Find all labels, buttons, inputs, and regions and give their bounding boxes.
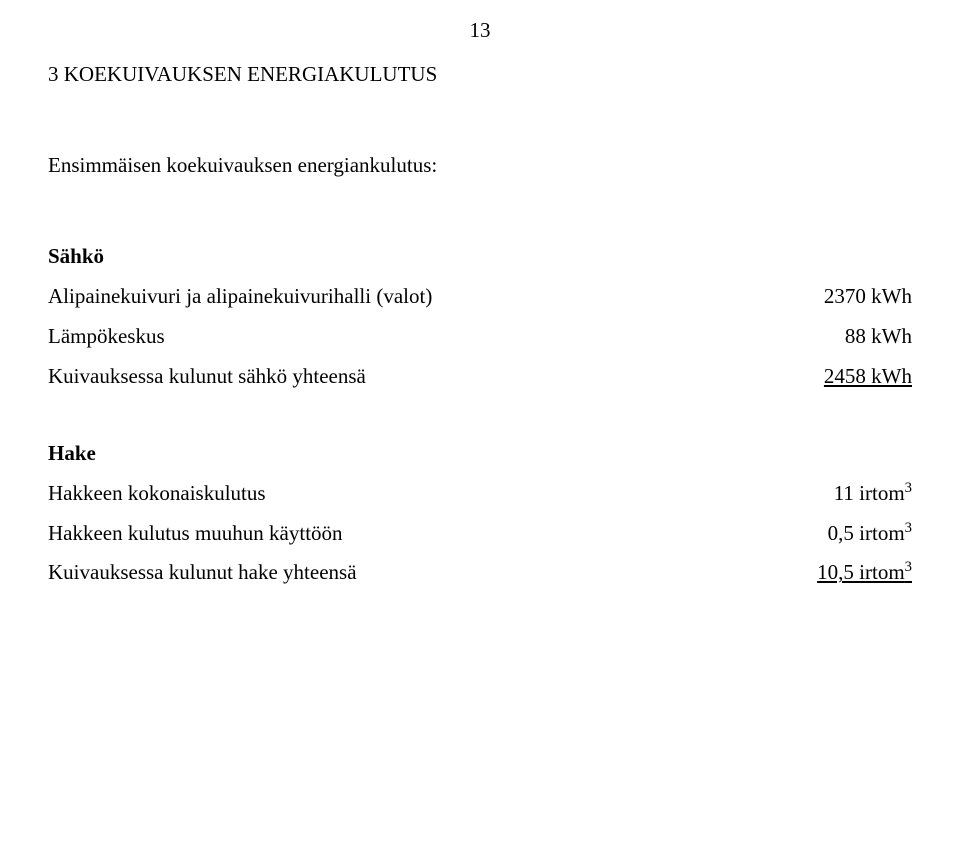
section-heading-hake: Hake: [48, 441, 912, 466]
row-value: 2370 kWh: [824, 277, 912, 317]
row-value: 10,5 irtom3: [817, 553, 912, 593]
row-value-num: 11 irtom: [834, 481, 905, 505]
page: 13 3 KOEKUIVAUKSEN ENERGIAKULUTUS Ensimm…: [0, 0, 960, 844]
intro-text: Ensimmäisen koekuivauksen energiankulutu…: [48, 153, 912, 178]
table-row: Kuivauksessa kulunut sähkö yhteensä 2458…: [48, 357, 912, 397]
table-row: Hakkeen kulutus muuhun käyttöön 0,5 irto…: [48, 514, 912, 554]
row-label: Alipainekuivuri ja alipainekuivurihalli …: [48, 277, 432, 317]
table-row: Kuivauksessa kulunut hake yhteensä 10,5 …: [48, 553, 912, 593]
row-value-sup: 3: [905, 520, 912, 536]
content: 3 KOEKUIVAUKSEN ENERGIAKULUTUS Ensimmäis…: [48, 62, 912, 593]
row-value-sup: 3: [905, 480, 912, 496]
row-label: Kuivauksessa kulunut sähkö yhteensä: [48, 357, 366, 397]
spacer: [48, 397, 912, 441]
table-row: Lämpökeskus 88 kWh: [48, 317, 912, 357]
row-value-num: 0,5 irtom: [828, 521, 905, 545]
heading-main: 3 KOEKUIVAUKSEN ENERGIAKULUTUS: [48, 62, 912, 87]
row-value: 2458 kWh: [824, 357, 912, 397]
row-label: Lämpökeskus: [48, 317, 165, 357]
row-label: Hakkeen kokonaiskulutus: [48, 474, 266, 514]
table-row: Hakkeen kokonaiskulutus 11 irtom3: [48, 474, 912, 514]
row-value: 11 irtom3: [834, 474, 912, 514]
page-number: 13: [0, 18, 960, 43]
section-heading-electric: Sähkö: [48, 244, 912, 269]
row-value: 88 kWh: [845, 317, 912, 357]
row-value: 0,5 irtom3: [828, 514, 912, 554]
row-label: Kuivauksessa kulunut hake yhteensä: [48, 553, 357, 593]
table-row: Alipainekuivuri ja alipainekuivurihalli …: [48, 277, 912, 317]
row-value-num: 10,5 irtom: [817, 560, 905, 584]
row-label: Hakkeen kulutus muuhun käyttöön: [48, 514, 343, 554]
row-value-sup: 3: [905, 559, 912, 575]
